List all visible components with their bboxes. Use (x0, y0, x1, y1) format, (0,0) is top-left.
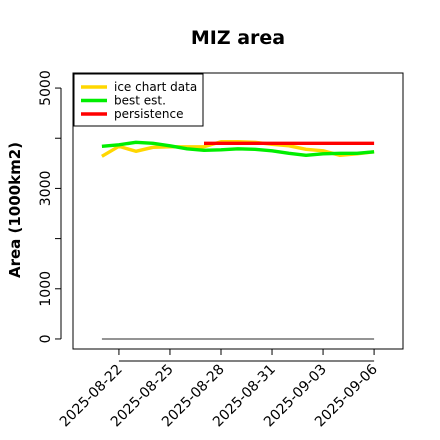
series-layer (101, 139, 375, 340)
legend-label: persistence (114, 107, 183, 121)
y-tick-label: 1000 (38, 271, 54, 307)
plot-frame (72, 72, 404, 350)
y-tick-label: 5000 (38, 70, 54, 106)
y-axis-title-group: Area (1000km2) (6, 142, 24, 278)
y-tick-label: 0 (38, 335, 54, 344)
series-line-best-est (101, 140, 375, 158)
legend-label: best est. (114, 94, 166, 108)
legend-label: ice chart data (114, 80, 197, 94)
chart-title: MIZ area (191, 27, 285, 49)
y-axis-title: Area (1000km2) (6, 142, 24, 278)
x-axis: 2025-08-222025-08-252025-08-282025-08-31… (57, 349, 381, 430)
y-tick-label: 3000 (38, 171, 54, 207)
y-axis: 0 1000 3000 5000 (38, 70, 62, 344)
